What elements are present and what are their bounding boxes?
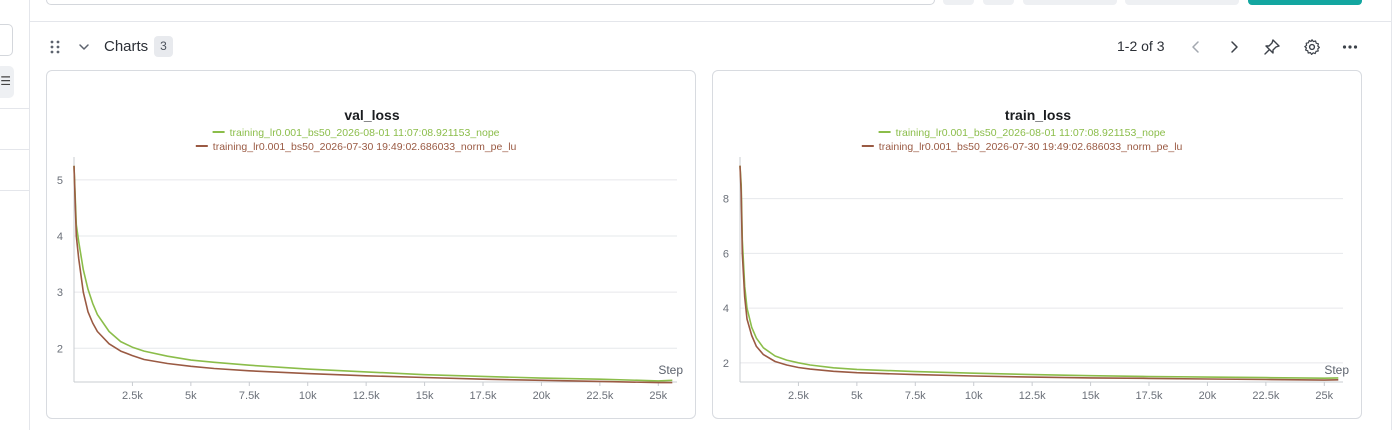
x-tick-label: 17.5k bbox=[470, 390, 497, 402]
toolbar-button[interactable] bbox=[983, 0, 1014, 5]
x-tick-label: 12.5k bbox=[1019, 390, 1046, 402]
y-tick-label: 2 bbox=[57, 343, 63, 355]
primary-button[interactable] bbox=[1248, 0, 1362, 5]
y-tick-label: 6 bbox=[723, 248, 729, 260]
y-tick-label: 4 bbox=[723, 303, 729, 315]
x-tick-label: 25k bbox=[1315, 390, 1333, 402]
x-tick-label: 15k bbox=[416, 390, 434, 402]
val-loss-chart: val_loss training_lr0.001_bs50_2026-08-01… bbox=[57, 107, 683, 402]
y-tick-label: 3 bbox=[57, 287, 63, 299]
list-icon: ☰ bbox=[0, 74, 11, 88]
x-tick-label: 20k bbox=[1199, 390, 1217, 402]
legend-entry[interactable]: training_lr0.001_bs50_2026-08-01 11:07:0… bbox=[896, 127, 1166, 139]
x-tick-label: 22.5k bbox=[1252, 390, 1279, 402]
chevron-down-icon[interactable] bbox=[77, 39, 91, 55]
section-title: Charts bbox=[104, 38, 149, 55]
chart-card-val-loss[interactable]: val_loss training_lr0.001_bs50_2026-08-01… bbox=[46, 70, 696, 419]
sidebar-list-toggle[interactable]: ☰ bbox=[0, 66, 14, 98]
pagination-text: 1-2 of 3 bbox=[1117, 38, 1165, 54]
gear-icon[interactable] bbox=[1301, 37, 1323, 57]
x-axis-label: Step bbox=[1324, 363, 1349, 377]
legend-entry[interactable]: training_lr0.001_bs50_2026-07-30 19:49:0… bbox=[879, 141, 1183, 153]
legend-entry[interactable]: training_lr0.001_bs50_2026-08-01 11:07:0… bbox=[230, 127, 500, 139]
toolbar-button[interactable] bbox=[1023, 0, 1117, 5]
x-tick-label: 10k bbox=[299, 390, 317, 402]
x-tick-label: 2.5k bbox=[788, 390, 809, 402]
more-horizontal-icon[interactable] bbox=[1339, 37, 1361, 57]
toolbar-button[interactable] bbox=[1125, 0, 1239, 5]
series-line[interactable] bbox=[73, 165, 673, 384]
x-axis-label: Step bbox=[658, 363, 683, 377]
series-line[interactable] bbox=[739, 165, 1339, 380]
legend-entry[interactable]: training_lr0.001_bs50_2026-07-30 19:49:0… bbox=[213, 141, 517, 153]
count-badge: 3 bbox=[154, 36, 173, 57]
toolbar-button[interactable] bbox=[943, 0, 974, 5]
chevron-left-icon[interactable] bbox=[1185, 37, 1207, 57]
x-tick-label: 17.5k bbox=[1136, 390, 1163, 402]
x-tick-label: 25k bbox=[649, 390, 667, 402]
divider bbox=[0, 149, 30, 150]
y-tick-label: 8 bbox=[723, 194, 729, 206]
x-tick-label: 5k bbox=[851, 390, 863, 402]
y-tick-label: 5 bbox=[57, 175, 63, 187]
x-tick-label: 7.5k bbox=[905, 390, 926, 402]
divider bbox=[0, 108, 30, 109]
pin-icon[interactable] bbox=[1261, 37, 1283, 57]
x-tick-label: 5k bbox=[185, 390, 197, 402]
chart-title: val_loss bbox=[344, 107, 399, 123]
charts-section-header: Charts 3 1-2 of 3 bbox=[30, 30, 1370, 64]
left-sidebar: ☰ bbox=[0, 0, 30, 430]
x-tick-label: 2.5k bbox=[122, 390, 143, 402]
chevron-right-icon[interactable] bbox=[1223, 37, 1245, 57]
y-tick-label: 2 bbox=[723, 358, 729, 370]
divider bbox=[0, 190, 30, 191]
chart-title: train_loss bbox=[1005, 107, 1071, 123]
x-tick-label: 7.5k bbox=[239, 390, 260, 402]
x-tick-label: 22.5k bbox=[586, 390, 613, 402]
chart-card-train-loss[interactable]: train_loss training_lr0.001_bs50_2026-08-… bbox=[712, 70, 1362, 419]
search-input[interactable] bbox=[46, 0, 935, 5]
train-loss-chart: train_loss training_lr0.001_bs50_2026-08-… bbox=[723, 107, 1349, 402]
drag-handle-icon[interactable] bbox=[48, 39, 62, 55]
x-tick-label: 15k bbox=[1082, 390, 1100, 402]
top-toolbar bbox=[30, 0, 1397, 22]
series-line[interactable] bbox=[739, 165, 1339, 381]
x-tick-label: 20k bbox=[533, 390, 551, 402]
series-line[interactable] bbox=[73, 165, 673, 382]
scrollbar[interactable] bbox=[1391, 0, 1397, 430]
sidebar-control[interactable] bbox=[0, 24, 13, 56]
x-tick-label: 10k bbox=[965, 390, 983, 402]
x-tick-label: 12.5k bbox=[353, 390, 380, 402]
y-tick-label: 4 bbox=[57, 231, 63, 243]
